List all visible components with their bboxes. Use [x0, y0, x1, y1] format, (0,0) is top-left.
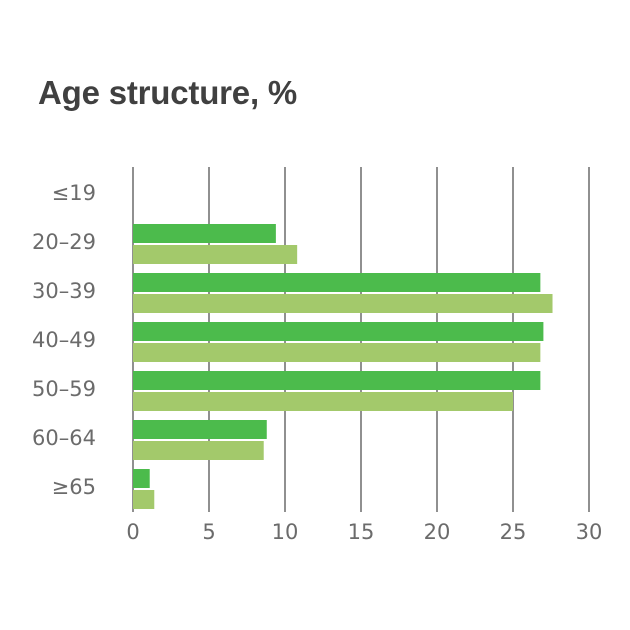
- category-label: 60–64: [32, 426, 96, 450]
- category-label: 30–39: [32, 279, 96, 303]
- x-tick-15: 15: [348, 520, 375, 544]
- category-label: 50–59: [32, 377, 96, 401]
- bar-dark-2: [133, 273, 541, 292]
- bar-light-2: [133, 294, 553, 313]
- x-tick-10: 10: [272, 520, 299, 544]
- x-tick-0: 0: [126, 520, 139, 544]
- bar-dark-5: [133, 420, 267, 439]
- category-label: ≤19: [52, 181, 96, 205]
- bar-dark-6: [133, 469, 150, 488]
- category-label: ≥65: [52, 475, 96, 499]
- bar-light-4: [133, 392, 513, 411]
- x-tick-25: 25: [500, 520, 527, 544]
- category-labels: ≤19 20–29 30–39 40–49 50–59 60–64 ≥65: [32, 181, 96, 499]
- category-label: 40–49: [32, 328, 96, 352]
- x-tick-30: 30: [576, 520, 603, 544]
- bar-dark-3: [133, 322, 544, 341]
- category-label: 20–29: [32, 230, 96, 254]
- chart-title: Age structure, %: [38, 74, 298, 111]
- bar-light-3: [133, 343, 541, 362]
- x-tick-labels: 0 5 10 15 20 25 30: [126, 520, 602, 544]
- bar-light-1: [133, 245, 298, 264]
- bar-dark-1: [133, 224, 276, 243]
- bar-light-6: [133, 490, 155, 509]
- bar-light-5: [133, 441, 264, 460]
- x-tick-20: 20: [424, 520, 451, 544]
- bars: [133, 224, 553, 509]
- bar-dark-4: [133, 371, 541, 390]
- x-tick-5: 5: [202, 520, 215, 544]
